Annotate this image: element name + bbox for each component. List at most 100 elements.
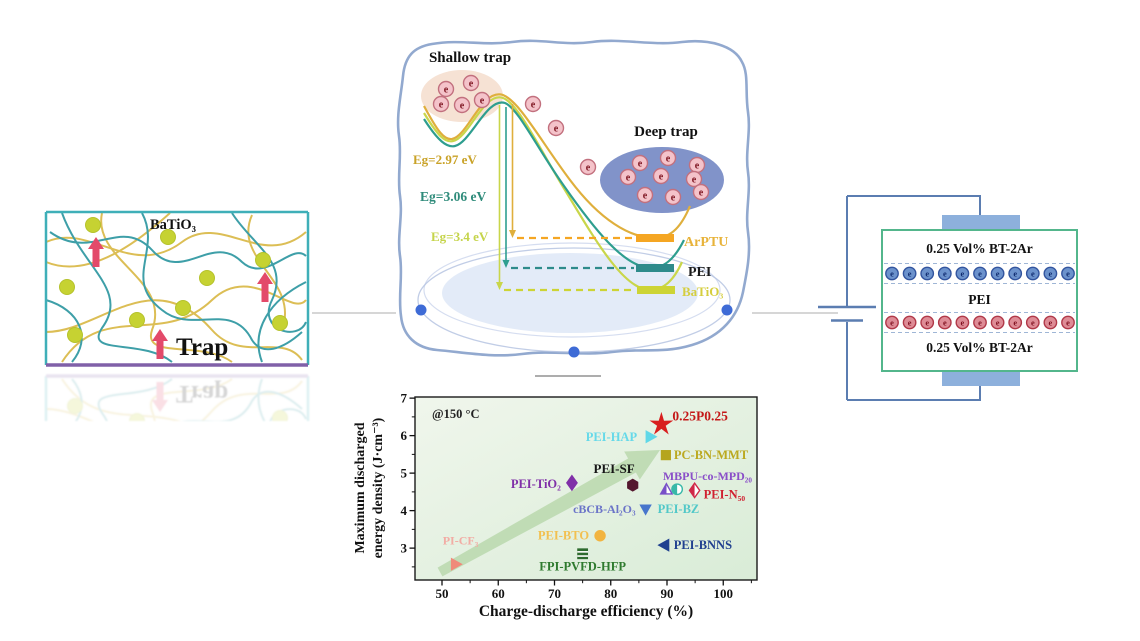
svg-text:e: e: [943, 270, 947, 279]
svg-text:e: e: [439, 100, 444, 111]
svg-text:e: e: [666, 154, 671, 165]
svg-text:e: e: [1066, 270, 1070, 279]
svg-text:cBCB-Al₂O₃: cBCB-Al₂O₃: [573, 502, 636, 516]
svg-text:e: e: [996, 319, 1000, 328]
svg-text:100: 100: [714, 586, 734, 601]
eg-label-306: Eg=3.06 eV: [420, 189, 486, 204]
eg-arrowhead-arptu: [509, 230, 516, 238]
deep-trap-electrons: e eee e ee e e: [619, 149, 710, 206]
svg-text:@150 °C: @150 °C: [432, 407, 480, 421]
shallow-trap-label: Shallow trap: [429, 50, 511, 66]
svg-text:e: e: [996, 270, 1000, 279]
middle-layer-label: PEI: [968, 292, 991, 307]
svg-text:e: e: [699, 188, 704, 199]
trap-arrows: [88, 237, 273, 359]
svg-text:e: e: [890, 319, 894, 328]
svg-text:e: e: [692, 175, 697, 186]
shallow-trap-electrons: eee e e: [432, 74, 491, 114]
svg-text:7: 7: [401, 391, 408, 406]
svg-text:e: e: [908, 270, 912, 279]
svg-text:5: 5: [401, 466, 408, 481]
svg-text:e: e: [480, 96, 485, 107]
circuit-wires: [846, 195, 981, 401]
svg-text:e: e: [671, 193, 676, 204]
svg-text:PEI-TiO₂: PEI-TiO₂: [511, 477, 561, 491]
electrode-bottom: [942, 371, 1020, 386]
filler-particles: [59, 217, 288, 343]
level-label-batio3: BaTiO₃: [682, 284, 723, 299]
svg-text:e: e: [1049, 319, 1053, 328]
svg-text:90: 90: [661, 586, 674, 601]
svg-text:e: e: [925, 270, 929, 279]
svg-text:PEI-BTO: PEI-BTO: [538, 529, 589, 543]
electrode-top: [942, 215, 1020, 230]
batio3-label: BaTiO₃: [150, 217, 197, 233]
svg-text:4: 4: [401, 503, 408, 518]
svg-text:e: e: [1013, 319, 1017, 328]
level-label-arptu: ArPTU: [684, 235, 728, 250]
eg-label-34: Eg=3.4 eV: [431, 229, 489, 244]
svg-text:e: e: [925, 319, 929, 328]
level-bar-pei: [636, 264, 674, 272]
svg-text:Charge-discharge efficiency (%: Charge-discharge efficiency (%): [479, 603, 693, 620]
svg-text:70: 70: [548, 586, 561, 601]
svg-text:0.25P0.25: 0.25P0.25: [672, 408, 728, 423]
level-bar-arptu: [636, 234, 674, 242]
svg-text:e: e: [1031, 319, 1035, 328]
svg-text:PEI-BZ: PEI-BZ: [658, 502, 700, 516]
svg-text:6: 6: [401, 428, 408, 443]
interface-electrons: e e e e e e e e e e e e e e e e e e e e e e: [885, 266, 1075, 330]
eg-arrowhead-pei: [502, 260, 510, 268]
svg-text:e: e: [1031, 270, 1035, 279]
dish-node-bottom: [568, 346, 580, 358]
svg-text:e: e: [961, 270, 965, 279]
dielectric-stack-box: [881, 229, 1078, 372]
svg-text:e: e: [908, 319, 912, 328]
svg-text:3: 3: [401, 541, 408, 556]
svg-text:60: 60: [492, 586, 505, 601]
band-diagram: Shallow trap Deep trap Eg=2.97 eV Eg=3.0…: [396, 39, 751, 358]
eg-label-297: Eg=2.97 eV: [413, 152, 477, 167]
svg-text:e: e: [1066, 319, 1070, 328]
dish-node-right: [721, 304, 733, 316]
svg-text:80: 80: [604, 586, 617, 601]
svg-text:e: e: [1013, 270, 1017, 279]
deep-trap-label: Deep trap: [634, 124, 698, 140]
svg-text:e: e: [586, 163, 591, 174]
svg-text:PC-BN-MMT: PC-BN-MMT: [674, 448, 749, 462]
svg-text:50: 50: [436, 586, 449, 601]
svg-text:e: e: [890, 270, 894, 279]
svg-text:e: e: [1049, 270, 1053, 279]
dish-ring-inner: [423, 242, 721, 338]
svg-text:e: e: [638, 159, 643, 170]
performance-scatter-chart: 50 60 70 80 90 100 3 4 5 6 7 @150 °C Charge-discharg…: [353, 391, 758, 620]
svg-text:PEI-SF: PEI-SF: [594, 461, 635, 476]
svg-text:PEI-HAP: PEI-HAP: [586, 430, 638, 444]
svg-text:e: e: [978, 319, 982, 328]
interface-dashed-lines: [884, 262, 1075, 334]
svg-text:e: e: [460, 101, 465, 112]
slope-electrons: e e e: [524, 95, 597, 176]
svg-text:e: e: [961, 319, 965, 328]
svg-text:MBPU-co-MPD₂₀: MBPU-co-MPD₂₀: [663, 469, 753, 483]
svg-text:PEI-N₅₀: PEI-N₅₀: [704, 487, 746, 501]
svg-text:e: e: [695, 161, 700, 172]
dish-node-left: [415, 304, 427, 316]
svg-text:e: e: [554, 124, 559, 135]
svg-text:FPI-PVFD-HFP: FPI-PVFD-HFP: [539, 560, 626, 574]
trap-label: Trap: [176, 334, 228, 361]
top-layer-label: 0.25 Vol% BT-2Ar: [926, 241, 1032, 256]
svg-text:e: e: [444, 85, 449, 96]
capacitor-diagram: 0.25 Vol% BT-2Ar PEI 0.25 Vol% BT-2Ar e e…: [818, 195, 1078, 401]
svg-text:e: e: [659, 172, 664, 183]
svg-text:PEI-BNNS: PEI-BNNS: [674, 538, 732, 552]
svg-text:e: e: [626, 173, 631, 184]
svg-text:energy density (J·cm⁻³): energy density (J·cm⁻³): [371, 417, 386, 558]
svg-text:PI-CF₃: PI-CF₃: [443, 533, 479, 547]
svg-text:Maximum discharged: Maximum discharged: [353, 422, 368, 553]
svg-text:e: e: [469, 79, 474, 90]
dish-fill: [442, 253, 698, 333]
bottom-layer-label: 0.25 Vol% BT-2Ar: [926, 340, 1032, 355]
